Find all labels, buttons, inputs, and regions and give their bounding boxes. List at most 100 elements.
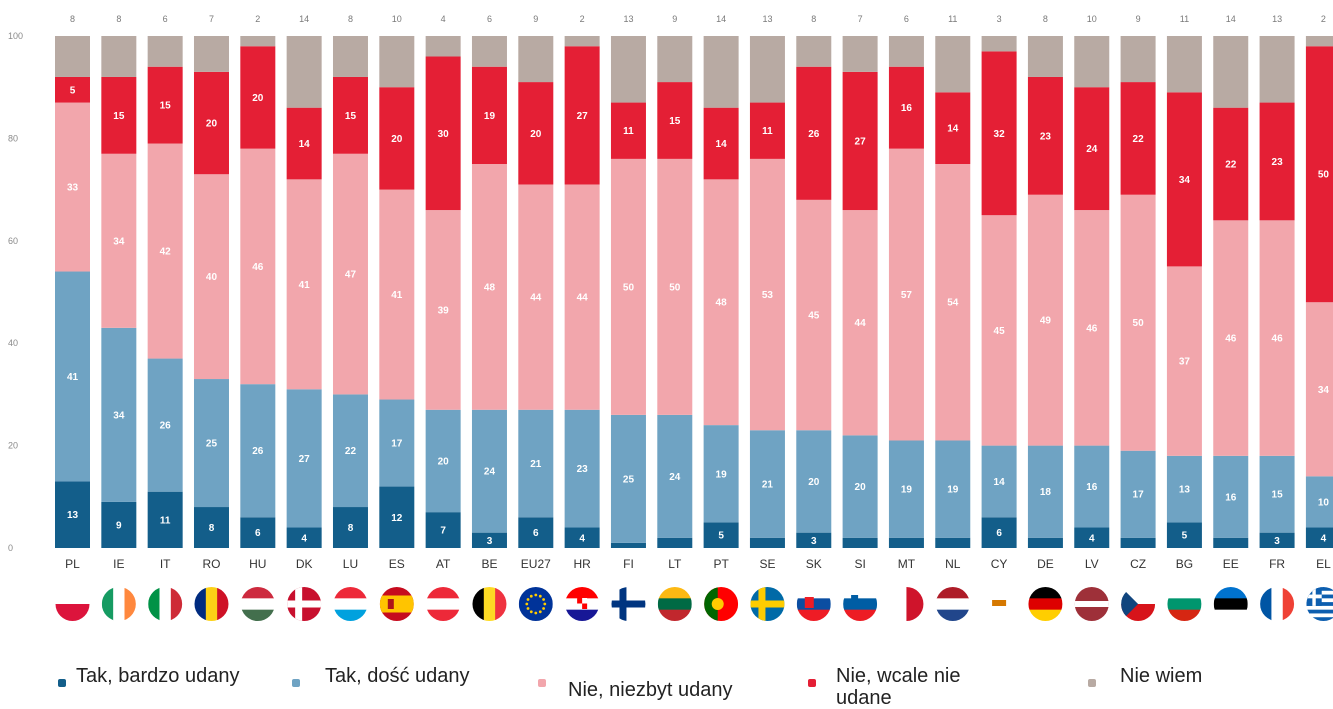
data-label: 26 bbox=[160, 421, 172, 432]
bar-segment bbox=[1213, 220, 1249, 456]
bar-segment bbox=[147, 491, 183, 548]
top-labels: 8 8 6 7 2 14 8 10 4 6 9 2 13 9 14 13 8 7 6 11 3 8 10 9 11 14 13 2 bbox=[70, 14, 1326, 24]
bar-segment bbox=[1166, 266, 1202, 456]
bar-segment bbox=[1027, 194, 1063, 446]
bar-segment bbox=[1120, 82, 1156, 195]
flag-ie-icon bbox=[101, 587, 136, 621]
data-label: 21 bbox=[530, 459, 542, 470]
data-label: 3 bbox=[811, 536, 817, 547]
x-tick-label: PL bbox=[65, 557, 80, 571]
bar-segment bbox=[1074, 36, 1110, 88]
bar-segment bbox=[332, 153, 368, 395]
top-label: 10 bbox=[392, 14, 402, 24]
data-label: 34 bbox=[113, 410, 125, 421]
flag-at-icon bbox=[426, 587, 461, 621]
data-label: 27 bbox=[855, 136, 867, 147]
bar-segment bbox=[796, 36, 832, 67]
bar-segment bbox=[657, 36, 693, 83]
data-label: 15 bbox=[345, 111, 357, 122]
top-label: 6 bbox=[163, 14, 168, 24]
bar-segment bbox=[703, 36, 739, 108]
data-label: 48 bbox=[716, 298, 728, 309]
flag-ro-icon bbox=[194, 587, 229, 621]
data-label: 11 bbox=[623, 126, 634, 137]
bar-segment bbox=[842, 435, 878, 538]
data-label: 20 bbox=[252, 93, 264, 104]
data-label: 26 bbox=[252, 446, 264, 457]
x-tick-label: PT bbox=[713, 557, 729, 571]
bar-segment bbox=[1213, 36, 1249, 108]
y-tick-label: 100 bbox=[8, 31, 23, 41]
flag-el-icon bbox=[1306, 587, 1333, 621]
bar-segment bbox=[101, 153, 137, 328]
bar-segment bbox=[749, 537, 785, 548]
data-label: 13 bbox=[67, 510, 79, 521]
bar-segment bbox=[379, 189, 415, 400]
data-label: 46 bbox=[1272, 334, 1284, 345]
data-label: 23 bbox=[1040, 131, 1052, 142]
data-label: 15 bbox=[160, 101, 172, 112]
legend-label: Tak, dość udany bbox=[325, 665, 470, 687]
flag-fr-icon bbox=[1260, 587, 1295, 621]
top-label: 8 bbox=[70, 14, 75, 24]
bar-segment bbox=[1120, 194, 1156, 451]
data-label: 44 bbox=[530, 293, 542, 304]
bar-segment bbox=[935, 440, 971, 538]
top-label: 6 bbox=[904, 14, 909, 24]
top-label: 9 bbox=[533, 14, 538, 24]
x-tick-label: SE bbox=[759, 557, 775, 571]
data-label: 6 bbox=[996, 528, 1002, 539]
data-label: 23 bbox=[1272, 157, 1284, 168]
bar-segment bbox=[703, 425, 739, 523]
bar-segment bbox=[935, 164, 971, 441]
bar-segment bbox=[55, 36, 90, 77]
data-label: 25 bbox=[623, 474, 635, 485]
data-label: 17 bbox=[1133, 490, 1145, 501]
bar-segment bbox=[796, 430, 832, 533]
bar-segment bbox=[101, 76, 137, 154]
data-label: 4 bbox=[1089, 533, 1095, 544]
flags-row bbox=[55, 587, 1333, 621]
flag-se-icon bbox=[750, 587, 785, 621]
bar-segment bbox=[1305, 527, 1333, 548]
y-tick-label: 60 bbox=[8, 236, 18, 246]
data-label: 50 bbox=[669, 282, 681, 293]
top-label: 2 bbox=[580, 14, 585, 24]
data-label: 16 bbox=[1086, 482, 1098, 493]
data-label: 24 bbox=[669, 472, 681, 483]
bar-segment bbox=[610, 102, 646, 159]
bar-segment bbox=[935, 92, 971, 164]
legend-swatch bbox=[538, 679, 546, 687]
top-label: 8 bbox=[116, 14, 121, 24]
bar-segment bbox=[1259, 102, 1295, 221]
bar-segment bbox=[610, 414, 646, 543]
flag-sk-icon bbox=[796, 587, 831, 621]
x-tick-label: BE bbox=[481, 557, 497, 571]
bar-segment bbox=[286, 36, 322, 108]
flag-cz-icon bbox=[1121, 587, 1156, 621]
x-tick-label: EE bbox=[1223, 557, 1239, 571]
bar-segment bbox=[518, 517, 554, 548]
data-label: 27 bbox=[577, 111, 589, 122]
bar-segment bbox=[749, 158, 785, 431]
bar-segment bbox=[425, 210, 461, 410]
top-label: 3 bbox=[997, 14, 1002, 24]
x-tick-label: NL bbox=[945, 557, 961, 571]
bar-segment bbox=[1259, 220, 1295, 456]
bar-segment bbox=[1213, 455, 1249, 538]
bar-segment bbox=[888, 537, 924, 548]
x-tick-label: SI bbox=[854, 557, 865, 571]
y-tick-label: 80 bbox=[8, 133, 18, 143]
flag-cy-icon bbox=[982, 587, 1017, 621]
x-tick-label: FI bbox=[623, 557, 634, 571]
x-tick-label: DE bbox=[1037, 557, 1054, 571]
x-tick-label: HR bbox=[573, 557, 591, 571]
x-tick-label: LT bbox=[668, 557, 682, 571]
flag-fi-icon bbox=[611, 587, 646, 621]
bar-segment bbox=[564, 36, 600, 47]
bar-segment bbox=[147, 143, 183, 359]
top-label: 14 bbox=[716, 14, 726, 24]
x-tick-label: DK bbox=[296, 557, 313, 571]
bar-segment bbox=[471, 66, 507, 164]
